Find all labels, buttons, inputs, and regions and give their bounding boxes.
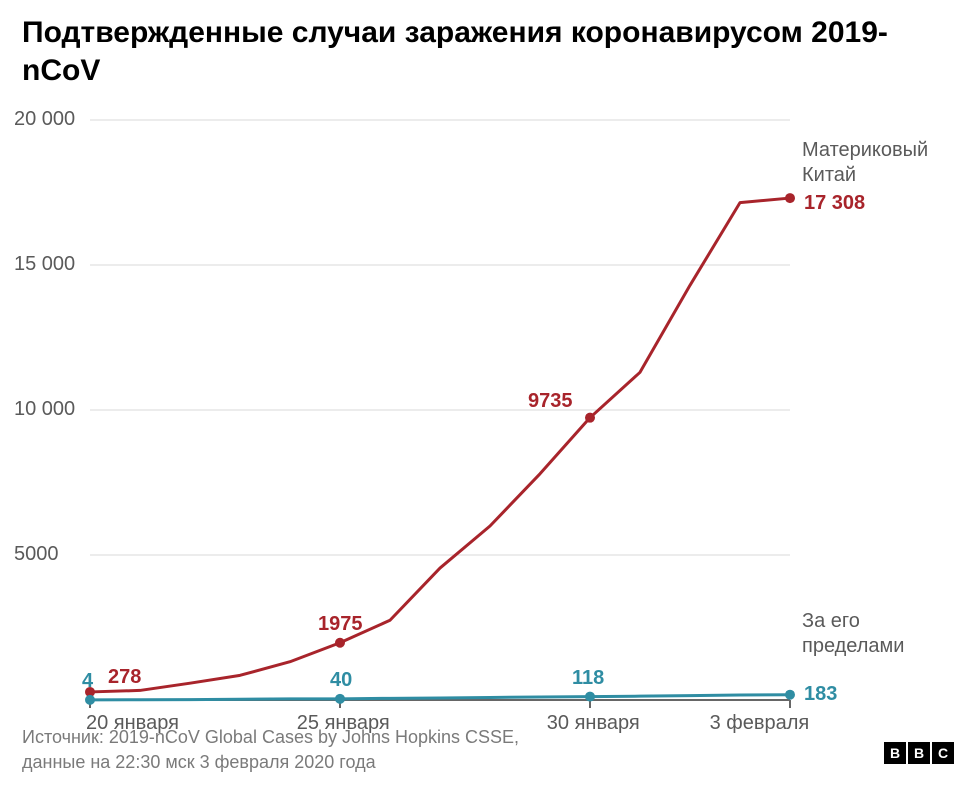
value-label: 278 (108, 666, 141, 689)
value-label: 40 (330, 669, 352, 692)
chart-container: Подтвержденные случаи заражения коронави… (0, 0, 976, 804)
y-tick-label: 15 000 (14, 253, 75, 276)
value-label: 183 (804, 683, 837, 706)
source-text: Источник: 2019-nCoV Global Cases by John… (22, 725, 836, 774)
plot-svg (90, 120, 790, 700)
plot-area (90, 120, 790, 700)
value-label: 9735 (528, 390, 573, 413)
y-tick-label: 10 000 (14, 398, 75, 421)
bbc-logo-letter: B (908, 742, 930, 764)
bbc-logo-letter: B (884, 742, 906, 764)
y-tick-label: 20 000 (14, 108, 75, 131)
value-label: 1975 (318, 613, 363, 636)
chart-title: Подтвержденные случаи заражения коронави… (22, 14, 954, 91)
y-tick-label: 5000 (14, 543, 59, 566)
bbc-logo-letter: C (932, 742, 954, 764)
value-label: 17 308 (804, 192, 865, 215)
bbc-logo: B B C (884, 742, 954, 764)
value-label: 4 (82, 670, 93, 693)
value-label: 118 (572, 667, 604, 690)
series-label-mainland_china: Материковый Китай (802, 138, 928, 188)
series-label-outside: За его пределами (802, 609, 904, 659)
